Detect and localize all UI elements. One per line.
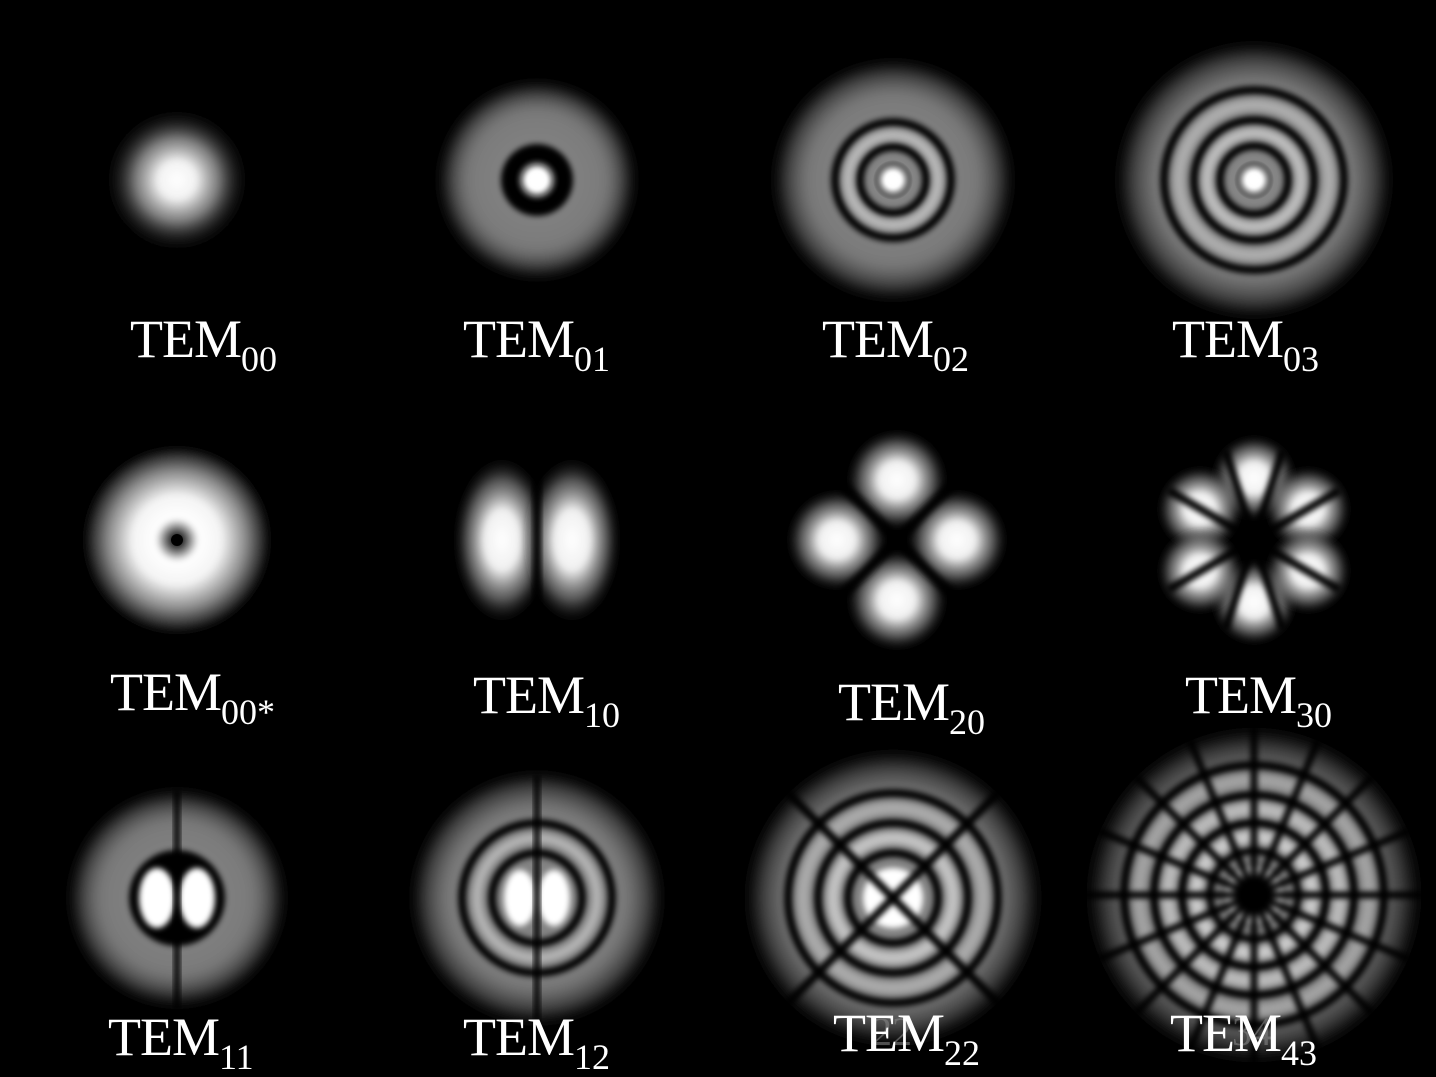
label-tem11: TEM11 bbox=[108, 1007, 254, 1075]
label-sub: 11 bbox=[219, 1037, 254, 1077]
beam-tem20 bbox=[785, 428, 1009, 652]
ghost-label-34: 34 bbox=[1232, 1009, 1272, 1054]
label-tem00: TEM00 bbox=[130, 309, 277, 377]
label-main: TEM bbox=[1172, 309, 1284, 369]
label-tem30: TEM30 bbox=[1185, 665, 1332, 733]
label-main: TEM bbox=[108, 1007, 220, 1067]
label-sub: 43 bbox=[1281, 1033, 1317, 1073]
label-main: TEM bbox=[1185, 665, 1297, 725]
label-tem02: TEM02 bbox=[822, 309, 969, 377]
label-tem22: TEM22 bbox=[833, 1003, 980, 1071]
beam-tem11 bbox=[67, 788, 287, 1010]
beam-tem30 bbox=[1156, 434, 1352, 646]
label-sub: 00 bbox=[241, 339, 277, 379]
beam-tem43 bbox=[1084, 725, 1424, 1065]
label-tem20: TEM20 bbox=[838, 672, 985, 740]
ghost-label-22: 22 bbox=[872, 1009, 912, 1054]
label-sub: 22 bbox=[944, 1033, 980, 1073]
beam-tem00-star bbox=[79, 442, 275, 638]
beam-tem02 bbox=[771, 58, 1015, 302]
label-sub: 20 bbox=[949, 702, 985, 742]
label-tem00-star: TEM00* bbox=[110, 662, 275, 730]
label-tem43: TEM43 bbox=[1170, 1003, 1317, 1071]
label-sub: 10 bbox=[584, 695, 620, 735]
label-main: TEM bbox=[822, 309, 934, 369]
label-main: TEM bbox=[838, 672, 950, 732]
label-main: TEM bbox=[463, 1007, 575, 1067]
beam-tem01 bbox=[437, 80, 637, 280]
label-main: TEM bbox=[1170, 1003, 1282, 1063]
label-sub: 03 bbox=[1283, 339, 1319, 379]
label-sub: 12 bbox=[574, 1037, 610, 1077]
label-tem12: TEM12 bbox=[463, 1007, 610, 1075]
beam-tem10 bbox=[452, 445, 622, 635]
label-tem01: TEM01 bbox=[463, 309, 610, 377]
beam-tem03 bbox=[1114, 40, 1394, 320]
label-main: TEM bbox=[473, 665, 585, 725]
label-main: TEM bbox=[463, 309, 575, 369]
label-sub: 30 bbox=[1296, 695, 1332, 735]
beam-tem12 bbox=[409, 770, 665, 1026]
label-sub: 01 bbox=[574, 339, 610, 379]
label-main: TEM bbox=[833, 1003, 945, 1063]
label-sub: 02 bbox=[933, 339, 969, 379]
label-main: TEM bbox=[110, 662, 222, 722]
label-tem03: TEM03 bbox=[1172, 309, 1319, 377]
label-main: TEM bbox=[130, 309, 242, 369]
label-sub: 00* bbox=[221, 692, 275, 732]
beam-tem22 bbox=[743, 748, 1043, 1048]
beam-tem00 bbox=[102, 105, 252, 255]
label-tem10: TEM10 bbox=[473, 665, 620, 733]
